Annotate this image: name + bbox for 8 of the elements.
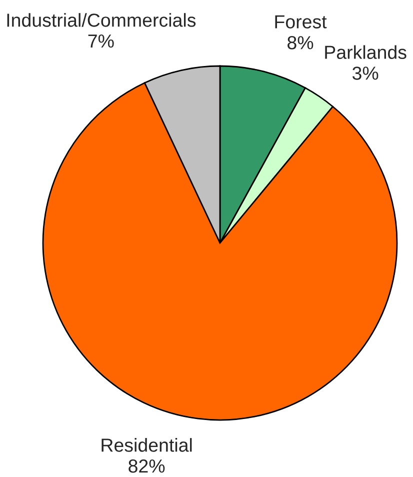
data-label: 3% [352, 66, 378, 80]
data-label: 7% [88, 34, 114, 48]
slice-label: Forest [275, 15, 327, 28]
slice-label: Parklands [325, 45, 406, 59]
data-label: 82% [128, 459, 165, 473]
data-label: 8% [288, 36, 314, 50]
slice-label: Residential [102, 438, 192, 452]
slice-label: Industrial/Commercials [7, 13, 196, 27]
